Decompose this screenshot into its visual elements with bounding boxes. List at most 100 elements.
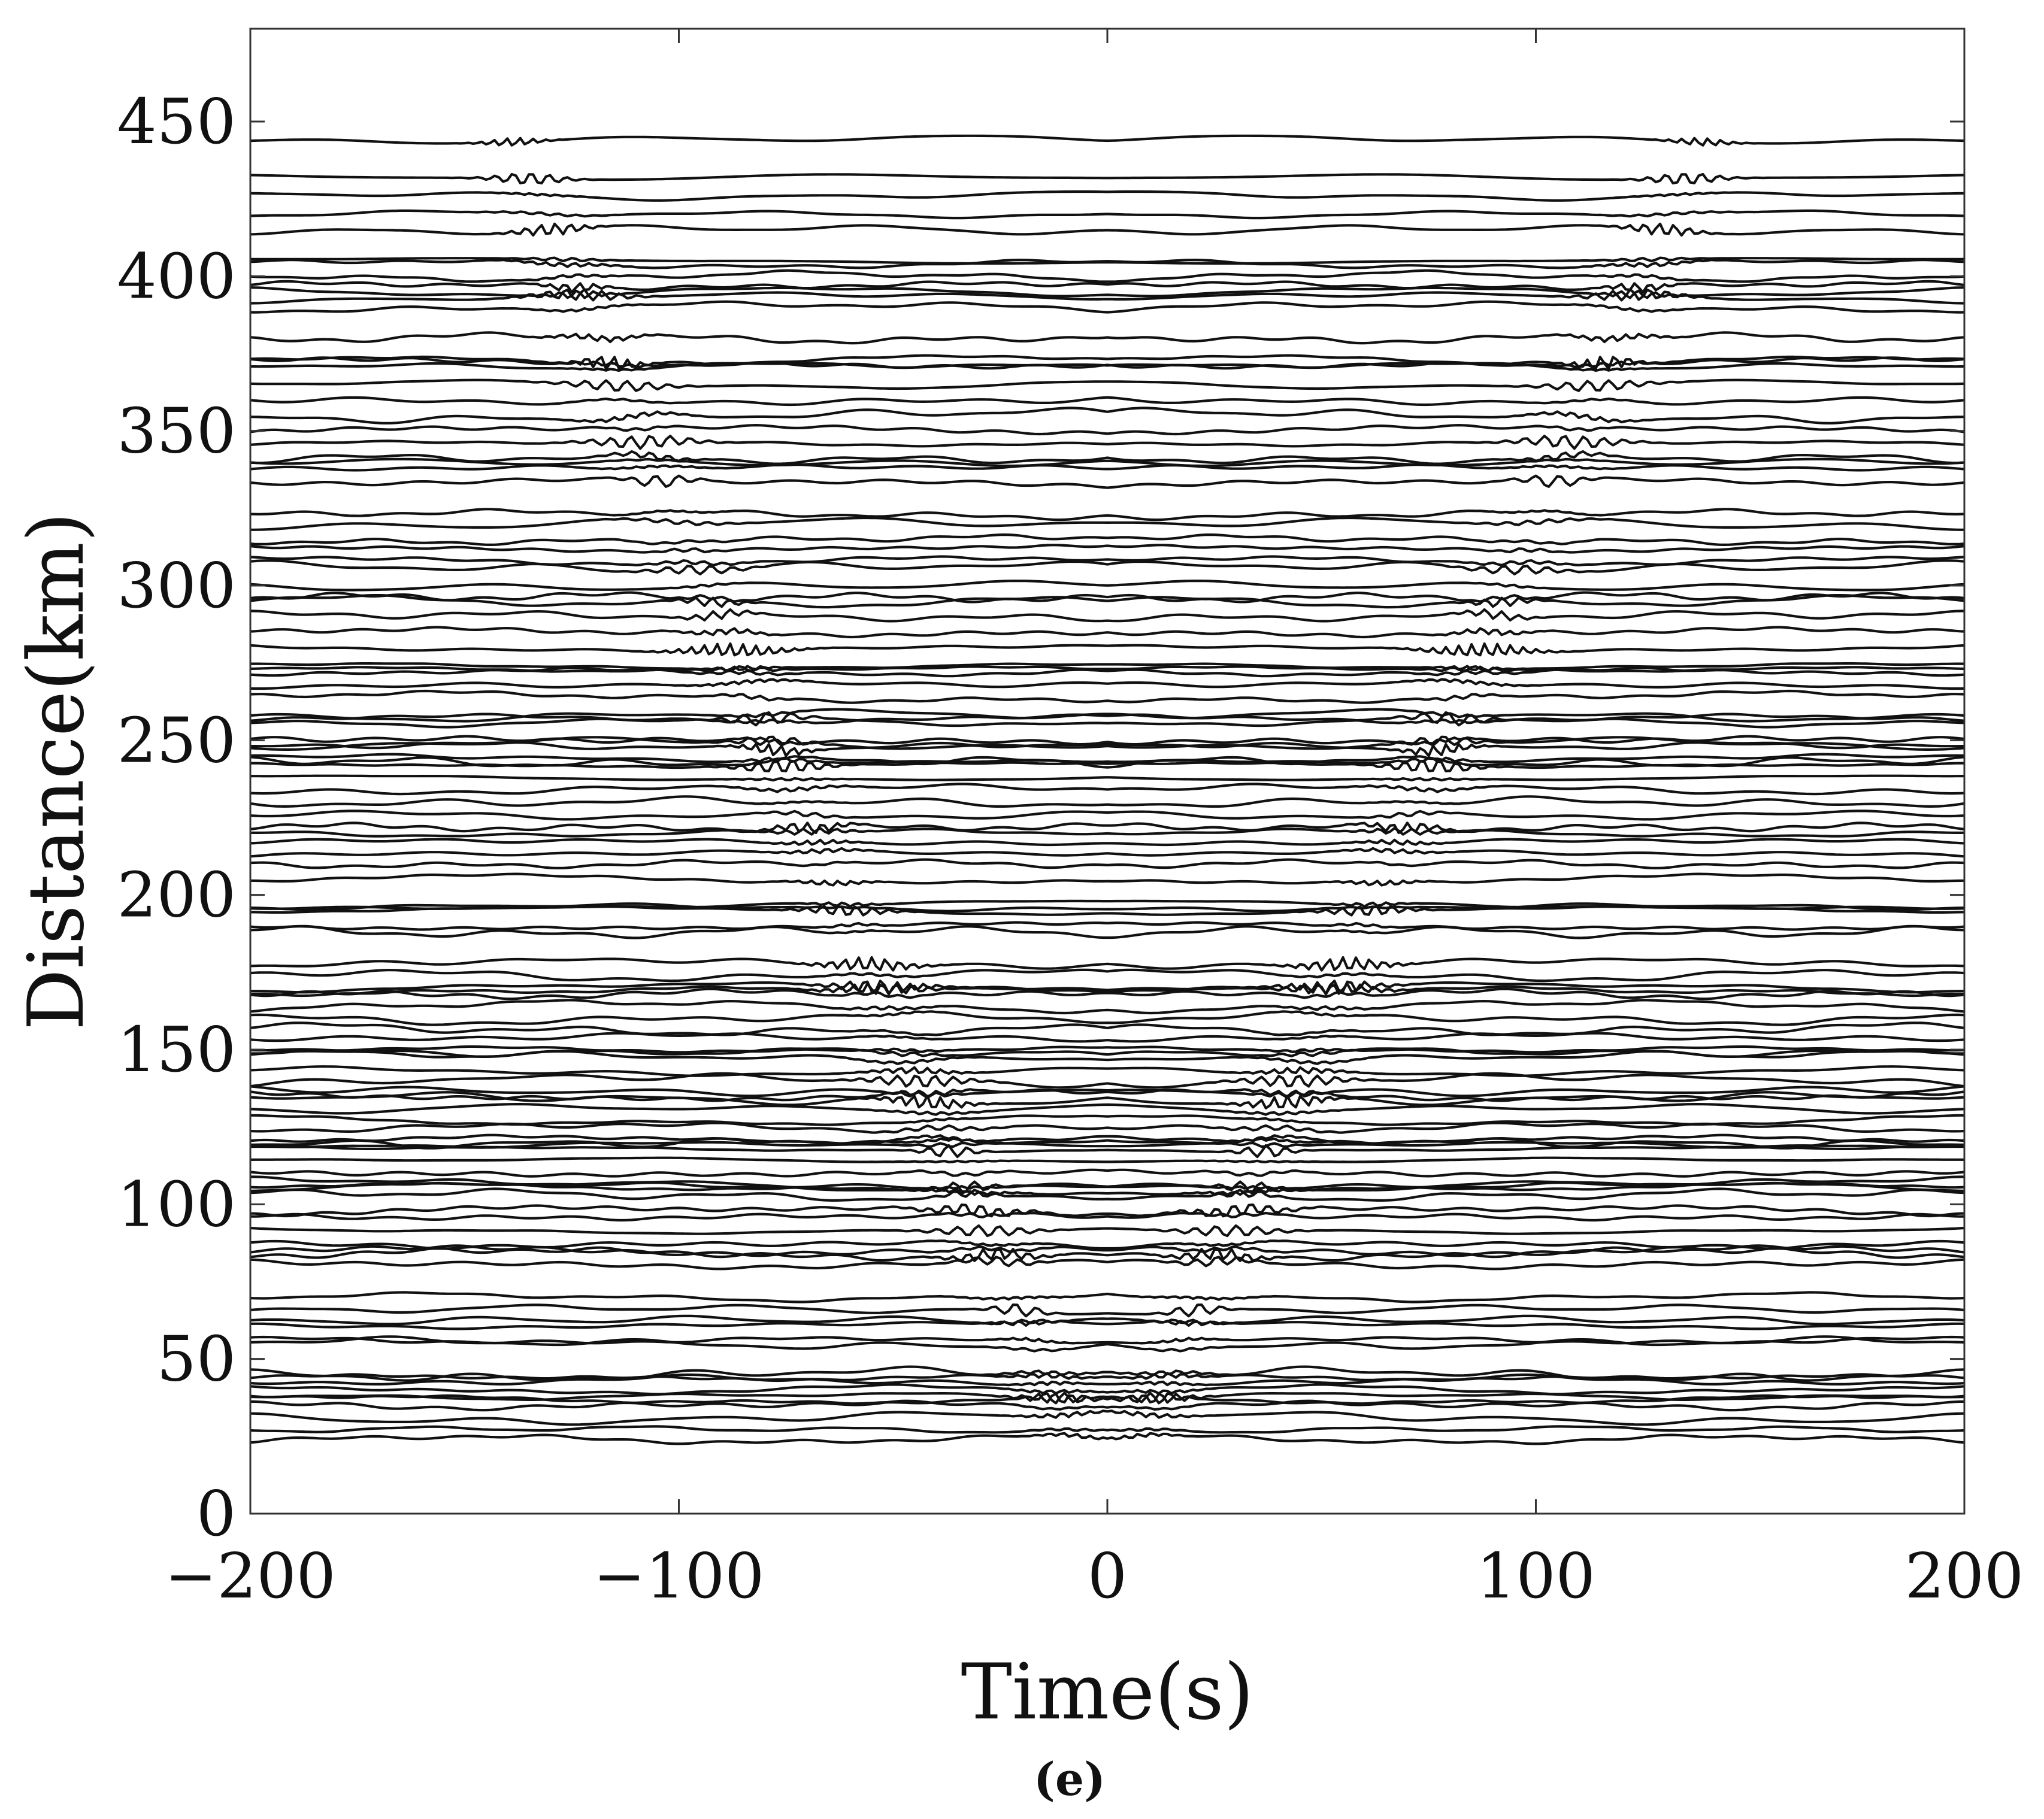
waveform-trace	[250, 1085, 1965, 1099]
waveform-trace	[250, 407, 1965, 425]
x-tick-label: 200	[1905, 1539, 2024, 1612]
waveform-trace	[250, 354, 1965, 368]
x-axis-ticks: −200 −100 0 100 200	[165, 29, 2024, 1612]
y-tick-label: 200	[117, 859, 236, 932]
waveform-trace	[250, 1045, 1965, 1054]
waveform-trace	[250, 1121, 1965, 1134]
waveform-trace	[250, 1072, 1965, 1089]
waveform-trace	[250, 924, 1965, 939]
waveform-trace	[250, 1065, 1965, 1077]
waveform-trace	[250, 1409, 1965, 1426]
waveform-trace	[250, 689, 1965, 704]
y-tick-label: 300	[117, 549, 236, 622]
waveform-trace	[250, 396, 1965, 407]
waveform-trace	[250, 1335, 1965, 1353]
waveform-trace	[250, 1091, 1965, 1109]
waveform-trace	[250, 222, 1965, 237]
waveform-trace	[250, 1102, 1965, 1116]
waveform-trace	[250, 1425, 1965, 1434]
waveform-trace	[250, 434, 1965, 450]
waveform-trace	[250, 1141, 1965, 1151]
waveform-trace	[250, 457, 1965, 468]
waveform-trace	[250, 755, 1965, 769]
waveform-trace	[250, 1256, 1965, 1271]
waveform-trace	[250, 858, 1965, 870]
waveform-trace	[250, 209, 1965, 220]
waveform-trace	[250, 508, 1965, 522]
x-tick-label: −200	[165, 1539, 336, 1612]
waveform-trace	[250, 559, 1965, 576]
waveform-trace	[250, 1383, 1965, 1396]
waveform-trace	[250, 1314, 1965, 1327]
y-tick-label: 400	[117, 239, 236, 313]
waveform-trace	[250, 591, 1965, 604]
waveform-trace	[250, 741, 1964, 757]
waveform-trace	[250, 1392, 1965, 1404]
waveform-trace	[250, 1203, 1964, 1218]
waveform-trace	[250, 1211, 1965, 1222]
waveform-trace	[250, 899, 1965, 910]
waveform-trace	[250, 474, 1965, 489]
waveform-trace	[250, 1049, 1965, 1065]
y-tick-label: 100	[117, 1168, 236, 1241]
waveform-trace	[250, 172, 1965, 185]
waveform-trace	[250, 678, 1965, 690]
waveform-trace	[250, 921, 1965, 931]
x-tick-label: 0	[1088, 1539, 1127, 1612]
waveform-trace	[250, 134, 1965, 147]
waveform-trace	[250, 423, 1965, 436]
panel-label: (e)	[1034, 1753, 1106, 1806]
waveform-trace	[250, 999, 1965, 1015]
waveform-trace	[250, 774, 1965, 782]
waveform-trace	[250, 555, 1965, 567]
waveform-trace	[250, 1021, 1965, 1036]
waveform-trace	[250, 1291, 1965, 1303]
waveform-trace	[250, 872, 1965, 887]
waveform-trace	[250, 1144, 1964, 1159]
waveform-trace	[250, 1318, 1965, 1330]
waveform-trace	[250, 902, 1965, 912]
y-tick-label: 450	[117, 85, 236, 158]
waveform-trace	[250, 827, 1965, 838]
waveform-trace	[250, 1047, 1964, 1059]
waveform-trace	[250, 847, 1965, 858]
y-tick-label: 250	[117, 704, 236, 777]
waveform-trace	[250, 1303, 1965, 1318]
waveform-trace	[250, 956, 1965, 972]
waveform-trace	[250, 1432, 1965, 1445]
waveform-trace	[250, 1365, 1965, 1382]
waveform-trace	[250, 1156, 1965, 1164]
waveform-trace	[250, 300, 1965, 314]
waveform-trace	[250, 1010, 1965, 1026]
waveform-trace	[250, 713, 1965, 724]
waveform-trace	[250, 753, 1965, 765]
waveform-trace	[250, 1239, 1965, 1250]
waveform-trace	[250, 711, 1965, 729]
x-axis-title: Time(s)	[961, 1648, 1254, 1737]
y-tick-label: 0	[196, 1477, 236, 1550]
waveform-traces	[250, 134, 1965, 1445]
waveform-trace	[250, 662, 1964, 672]
y-tick-label: 150	[117, 1013, 236, 1086]
waveform-trace	[250, 356, 1965, 371]
waveform-trace	[250, 533, 1965, 547]
waveform-trace	[250, 1224, 1965, 1238]
waveform-trace	[250, 1134, 1965, 1150]
waveform-trace	[250, 1372, 1965, 1383]
waveform-trace	[250, 982, 1965, 998]
y-tick-label: 50	[157, 1323, 236, 1396]
waveform-trace	[250, 980, 1964, 995]
waveform-trace	[250, 821, 1965, 835]
waveform-trace	[250, 968, 1965, 983]
waveform-trace	[250, 783, 1965, 796]
waveform-trace	[250, 1246, 1965, 1263]
waveform-trace	[250, 280, 1965, 294]
waveform-trace	[250, 626, 1965, 639]
waveform-trace	[250, 1088, 1965, 1102]
waveform-trace	[250, 795, 1965, 808]
waveform-trace	[250, 1187, 1965, 1202]
x-tick-label: 100	[1476, 1539, 1595, 1612]
waveform-trace	[250, 579, 1965, 592]
